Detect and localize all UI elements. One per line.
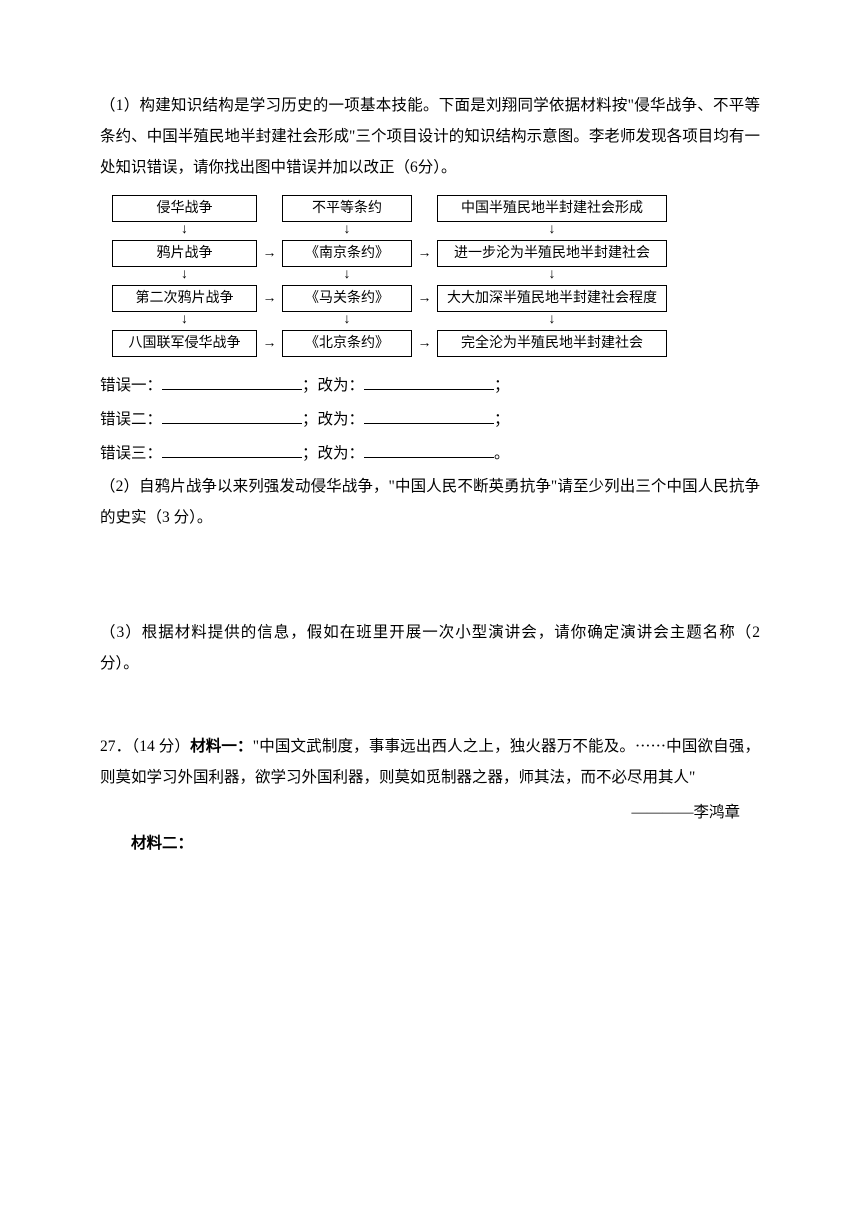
diagram-header-row: 侵华战争 不平等条约 中国半殖民地半封建社会形成 (112, 195, 760, 222)
header-col2: 不平等条约 (282, 195, 412, 222)
fill-blank[interactable] (162, 373, 302, 390)
error-line-2: 错误二： ；改为： ； (100, 403, 760, 437)
fill-blank[interactable] (162, 441, 302, 458)
change-label: ；改为： (302, 411, 364, 428)
punct: ； (494, 411, 510, 428)
right-arrow-icon: → (257, 247, 282, 261)
right-arrow-icon: → (412, 247, 437, 261)
cell: 第二次鸦片战争 (112, 285, 257, 312)
down-arrow-icon: ↓ (282, 224, 412, 240)
question-1-text: （1）构建知识结构是学习历史的一项基本技能。下面是刘翔同学依据材料按"侵华战争、… (100, 90, 760, 183)
down-arrow-icon: ↓ (112, 269, 257, 285)
material-1-label: 材料一： (190, 738, 253, 755)
cell: 《马关条约》 (282, 285, 412, 312)
right-arrow-icon: → (412, 337, 437, 351)
down-arrow-icon: ↓ (282, 269, 412, 285)
change-label: ；改为： (302, 445, 364, 462)
cell: 《北京条约》 (282, 330, 412, 357)
cell: 大大加深半殖民地半封建社会程度 (437, 285, 667, 312)
diagram-row-2: 第二次鸦片战争 → 《马关条约》 → 大大加深半殖民地半封建社会程度 (112, 285, 760, 312)
material-2-label: 材料二： (100, 828, 760, 859)
error-label: 错误一： (100, 377, 162, 394)
punct: 。 (494, 445, 510, 462)
arrow-row: ↓ ↓ ↓ (112, 269, 760, 285)
knowledge-diagram: 侵华战争 不平等条约 中国半殖民地半封建社会形成 ↓ ↓ ↓ 鸦片战争 → 《南… (112, 195, 760, 357)
material-2-text: 材料二： (131, 835, 193, 852)
down-arrow-icon: ↓ (112, 314, 257, 330)
change-label: ；改为： (302, 377, 364, 394)
down-arrow-icon: ↓ (437, 224, 667, 240)
right-arrow-icon: → (412, 292, 437, 306)
punct: ； (494, 377, 510, 394)
cell: 《南京条约》 (282, 240, 412, 267)
cell: 进一步沦为半殖民地半封建社会 (437, 240, 667, 267)
diagram-row-1: 鸦片战争 → 《南京条约》 → 进一步沦为半殖民地半封建社会 (112, 240, 760, 267)
diagram-row-3: 八国联军侵华战争 → 《北京条约》 → 完全沦为半殖民地半封建社会 (112, 330, 760, 357)
arrow-row: ↓ ↓ ↓ (112, 314, 760, 330)
fill-blank[interactable] (364, 373, 494, 390)
answer-space[interactable] (100, 683, 760, 723)
cell: 八国联军侵华战争 (112, 330, 257, 357)
arrow-row: ↓ ↓ ↓ (112, 224, 760, 240)
error-label: 错误三： (100, 445, 162, 462)
attribution: ————李鸿章 (100, 797, 760, 828)
fill-blank[interactable] (364, 441, 494, 458)
cell: 鸦片战争 (112, 240, 257, 267)
right-arrow-icon: → (257, 292, 282, 306)
question-3-text: （3）根据材料提供的信息，假如在班里开展一次小型演讲会，请你确定演讲会主题名称（… (100, 617, 760, 679)
question-2-text: （2）自鸦片战争以来列强发动侵华战争，"中国人民不断英勇抗争"请至少列出三个中国… (100, 471, 760, 533)
error-line-3: 错误三： ；改为： 。 (100, 437, 760, 471)
right-arrow-icon: → (257, 337, 282, 351)
down-arrow-icon: ↓ (437, 269, 667, 285)
down-arrow-icon: ↓ (437, 314, 667, 330)
error-label: 错误二： (100, 411, 162, 428)
question-27-material-1: 27．（14 分）材料一："中国文武制度，事事远出西人之上，独火器万不能及。⋯⋯… (100, 731, 760, 793)
header-col3: 中国半殖民地半封建社会形成 (437, 195, 667, 222)
header-col1: 侵华战争 (112, 195, 257, 222)
answer-space[interactable] (100, 537, 760, 617)
error-line-1: 错误一： ；改为： ； (100, 369, 760, 403)
down-arrow-icon: ↓ (112, 224, 257, 240)
down-arrow-icon: ↓ (282, 314, 412, 330)
fill-blank[interactable] (364, 407, 494, 424)
fill-blank[interactable] (162, 407, 302, 424)
cell: 完全沦为半殖民地半封建社会 (437, 330, 667, 357)
q27-prefix: 27．（14 分） (100, 738, 190, 755)
